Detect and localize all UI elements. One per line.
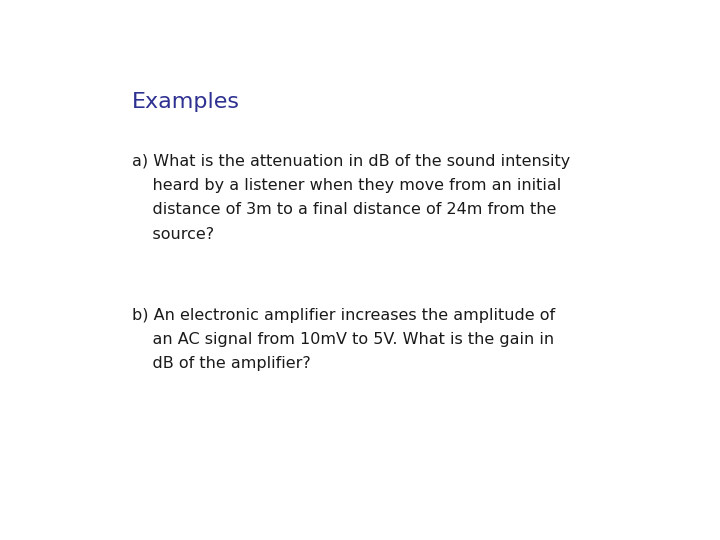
Text: Examples: Examples — [132, 92, 240, 112]
Text: source?: source? — [132, 227, 214, 241]
Text: distance of 3m to a final distance of 24m from the: distance of 3m to a final distance of 24… — [132, 202, 557, 218]
Text: b) An electronic amplifier increases the amplitude of: b) An electronic amplifier increases the… — [132, 308, 555, 323]
Text: heard by a listener when they move from an initial: heard by a listener when they move from … — [132, 178, 561, 193]
Text: dB of the amplifier?: dB of the amplifier? — [132, 356, 310, 372]
Text: a) What is the attenuation in dB of the sound intensity: a) What is the attenuation in dB of the … — [132, 154, 570, 169]
Text: an AC signal from 10mV to 5V. What is the gain in: an AC signal from 10mV to 5V. What is th… — [132, 332, 554, 347]
